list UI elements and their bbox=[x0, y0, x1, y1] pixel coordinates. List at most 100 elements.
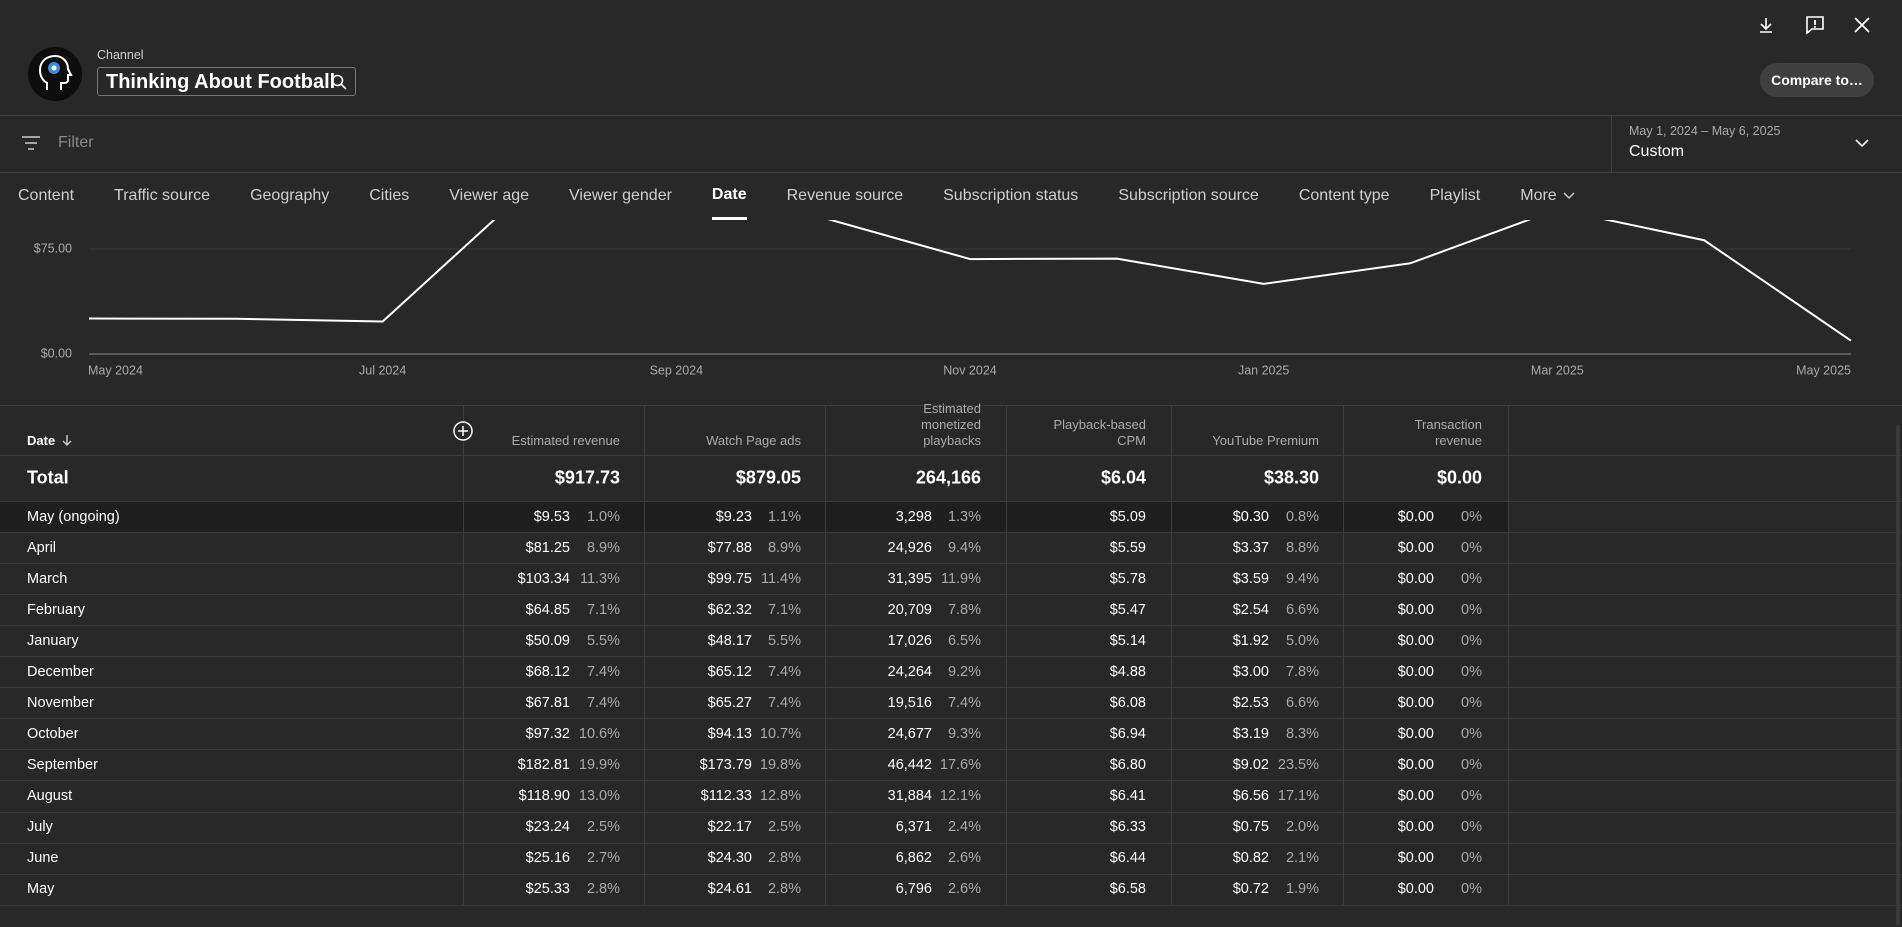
cell-percent: 10.6% bbox=[578, 725, 620, 742]
cell-percent: 2.5% bbox=[586, 819, 620, 836]
filter-input[interactable]: Filter bbox=[58, 134, 94, 151]
cell-value: $99.75 bbox=[707, 570, 752, 587]
scrollbar[interactable] bbox=[1896, 425, 1900, 925]
tab-label: Date bbox=[711, 185, 747, 203]
tab[interactable]: Geography bbox=[250, 172, 329, 220]
cell-percent: 6.5% bbox=[947, 632, 981, 649]
cell-value: $0.00 bbox=[1397, 539, 1434, 556]
column-header[interactable]: Estimated monetized playbacks bbox=[921, 401, 981, 448]
divider bbox=[0, 115, 1902, 116]
cell-percent: 1.0% bbox=[586, 508, 620, 525]
row-label: August bbox=[27, 787, 73, 804]
tab[interactable]: Subscription source bbox=[1118, 172, 1259, 220]
cell-value: $5.59 bbox=[1109, 539, 1146, 556]
cell-percent: 5.5% bbox=[767, 632, 801, 649]
date-preset[interactable]: Custom bbox=[1629, 143, 1685, 160]
cell-value: $6.08 bbox=[1109, 694, 1146, 711]
revenue-line bbox=[88, 220, 1852, 342]
column-header[interactable]: Estimated revenue bbox=[511, 433, 620, 448]
row-divider bbox=[0, 687, 1902, 689]
cell-percent: 7.4% bbox=[767, 694, 801, 711]
cell-value: 17,026 bbox=[887, 632, 932, 649]
dropdown-icon[interactable] bbox=[1855, 138, 1869, 148]
cell-percent: 2.8% bbox=[767, 850, 801, 867]
cell-percent: 0% bbox=[1461, 787, 1482, 804]
cell-percent: 7.8% bbox=[1285, 663, 1319, 680]
cell-value: 24,926 bbox=[887, 539, 932, 556]
cell-value: $9.02 bbox=[1232, 756, 1269, 773]
cell-value: 31,395 bbox=[887, 570, 932, 587]
cell-value: $173.79 bbox=[699, 756, 752, 773]
tab[interactable]: Content bbox=[18, 172, 74, 220]
column-header[interactable]: Playback-based CPM bbox=[1053, 417, 1147, 448]
header-label: Date bbox=[27, 433, 56, 448]
tab-label: Content type bbox=[1298, 187, 1390, 204]
cell-value: $6.33 bbox=[1109, 819, 1146, 836]
feedback-icon[interactable] bbox=[1805, 15, 1825, 35]
close-icon[interactable] bbox=[1853, 16, 1871, 34]
column-divider bbox=[1171, 405, 1172, 905]
cell-percent: 2.8% bbox=[767, 881, 801, 898]
row-label: October bbox=[27, 725, 79, 742]
tab[interactable]: Subscription status bbox=[943, 172, 1078, 220]
channel-search[interactable]: Thinking About Football bbox=[97, 67, 356, 96]
tab[interactable]: Date bbox=[711, 172, 747, 220]
tab[interactable]: Cities bbox=[369, 172, 409, 220]
tab[interactable]: More bbox=[1520, 172, 1575, 220]
total-label: Total bbox=[27, 467, 69, 488]
cell-value: $0.00 bbox=[1397, 694, 1434, 711]
cell-value: $5.14 bbox=[1109, 632, 1146, 649]
cell-value: $0.00 bbox=[1397, 850, 1434, 867]
tab[interactable]: Revenue source bbox=[787, 172, 904, 220]
cell-percent: 8.9% bbox=[586, 539, 620, 556]
column-header[interactable]: Date bbox=[27, 433, 73, 448]
cell-percent: 10.7% bbox=[759, 725, 801, 742]
cell-percent: 2.8% bbox=[586, 881, 620, 898]
cell-percent: 13.0% bbox=[578, 787, 620, 804]
tab[interactable]: Traffic source bbox=[114, 172, 210, 220]
tab[interactable]: Viewer gender bbox=[569, 172, 672, 220]
cell-value: 24,264 bbox=[887, 663, 932, 680]
cell-value: $48.17 bbox=[707, 632, 752, 649]
row-divider bbox=[0, 811, 1902, 813]
compare-button[interactable]: Compare to… bbox=[1760, 63, 1874, 97]
cell-percent: 7.1% bbox=[586, 601, 620, 618]
cell-percent: 19.8% bbox=[759, 756, 801, 773]
column-header[interactable]: Transaction revenue bbox=[1414, 417, 1482, 448]
filter-icon[interactable] bbox=[21, 135, 41, 151]
cell-value: $0.00 bbox=[1397, 756, 1434, 773]
column-header[interactable]: YouTube Premium bbox=[1212, 433, 1319, 448]
column-header[interactable]: Watch Page ads bbox=[706, 433, 801, 448]
row-label: September bbox=[27, 756, 98, 773]
add-metric-icon[interactable] bbox=[452, 420, 474, 442]
x-tick-label: May 2024 bbox=[88, 363, 143, 377]
row-label: June bbox=[27, 850, 59, 867]
cell-percent: 8.9% bbox=[767, 539, 801, 556]
cell-percent: 9.3% bbox=[947, 725, 981, 742]
cell-value: $118.90 bbox=[518, 787, 570, 804]
sort-icon bbox=[62, 435, 72, 446]
tab[interactable]: Content type bbox=[1299, 172, 1390, 220]
x-tick-label: Jul 2024 bbox=[359, 363, 406, 377]
cell-percent: 0% bbox=[1461, 850, 1482, 867]
cell-percent: 7.4% bbox=[586, 694, 620, 711]
row-divider bbox=[0, 625, 1902, 627]
cell-percent: 7.4% bbox=[767, 663, 801, 680]
cell-value: $62.32 bbox=[707, 601, 752, 618]
tab-label: Playlist bbox=[1429, 187, 1481, 204]
tab[interactable]: Viewer age bbox=[449, 172, 529, 220]
row-divider bbox=[0, 780, 1902, 782]
tab[interactable]: Playlist bbox=[1430, 172, 1481, 220]
cell-value: $6.58 bbox=[1109, 881, 1146, 898]
row-highlight bbox=[0, 501, 1508, 533]
cell-percent: 7.8% bbox=[947, 601, 981, 618]
cell-value: $6.56 bbox=[1232, 787, 1269, 804]
cell-percent: 0% bbox=[1461, 756, 1482, 773]
cell-percent: 8.3% bbox=[1285, 725, 1319, 742]
cell-value: $0.75 bbox=[1232, 819, 1269, 836]
cell-value: $4.88 bbox=[1109, 663, 1146, 680]
download-icon[interactable] bbox=[1757, 16, 1775, 34]
cell-percent: 2.6% bbox=[947, 850, 981, 867]
row-divider bbox=[0, 842, 1902, 844]
date-range[interactable]: May 1, 2024 – May 6, 2025 bbox=[1629, 124, 1781, 138]
